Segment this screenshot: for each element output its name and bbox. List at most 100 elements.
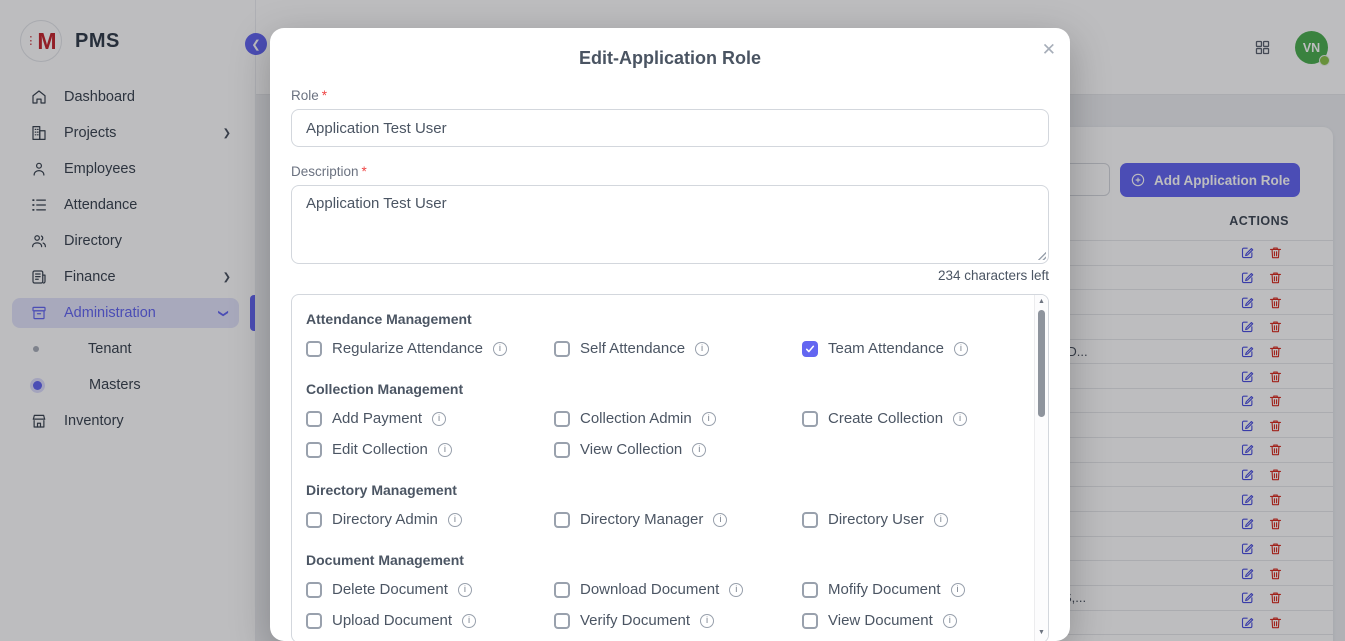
trash-icon[interactable]: [1268, 245, 1283, 260]
trash-icon[interactable]: [1268, 270, 1283, 285]
trash-icon[interactable]: [1268, 418, 1283, 433]
sidebar-subitem-masters[interactable]: Masters: [0, 367, 255, 403]
trash-icon[interactable]: [1268, 492, 1283, 507]
info-icon[interactable]: i: [713, 512, 728, 527]
edit-icon[interactable]: [1240, 590, 1255, 605]
info-icon[interactable]: i: [457, 582, 472, 597]
permission-item-add-payment[interactable]: Add Payment i: [306, 410, 554, 427]
trash-icon[interactable]: [1268, 442, 1283, 457]
sidebar-item-inventory[interactable]: Inventory: [0, 403, 255, 439]
checkbox-unchecked[interactable]: [306, 581, 322, 598]
info-icon[interactable]: i: [492, 341, 507, 356]
trash-icon[interactable]: [1268, 541, 1283, 556]
checkbox-unchecked[interactable]: [306, 511, 322, 528]
info-icon[interactable]: i: [447, 512, 462, 527]
checkbox-unchecked[interactable]: [554, 410, 570, 427]
sidebar-item-dashboard[interactable]: Dashboard: [0, 79, 255, 115]
sidebar-item-directory[interactable]: Directory: [0, 223, 255, 259]
permission-item-collection-admin[interactable]: Collection Admin i: [554, 410, 802, 427]
sidebar-item-administration[interactable]: Administration ❯: [12, 295, 255, 331]
edit-icon[interactable]: [1240, 541, 1255, 556]
edit-icon[interactable]: [1240, 418, 1255, 433]
add-application-role-button[interactable]: Add Application Role: [1120, 163, 1300, 197]
edit-icon[interactable]: [1240, 393, 1255, 408]
permission-item-regularize-attendance[interactable]: Regularize Attendance i: [306, 340, 554, 357]
sidebar-subitem-tenant[interactable]: Tenant: [0, 331, 255, 367]
trash-icon[interactable]: [1268, 467, 1283, 482]
permission-item-delete-document[interactable]: Delete Document i: [306, 581, 554, 598]
info-icon[interactable]: i: [462, 613, 477, 628]
checkbox-unchecked[interactable]: [306, 410, 322, 427]
edit-icon[interactable]: [1240, 615, 1255, 630]
edit-icon[interactable]: [1240, 516, 1255, 531]
info-icon[interactable]: i: [729, 582, 744, 597]
edit-icon[interactable]: [1240, 369, 1255, 384]
info-icon[interactable]: i: [437, 442, 452, 457]
info-icon[interactable]: i: [953, 341, 968, 356]
sidebar-item-finance[interactable]: Finance ❯: [0, 259, 255, 295]
permission-item-directory-admin[interactable]: Directory Admin i: [306, 511, 554, 528]
info-icon[interactable]: i: [953, 411, 968, 426]
checkbox-unchecked[interactable]: [802, 581, 818, 598]
permission-item-verify-document[interactable]: Verify Document i: [554, 612, 802, 629]
checkbox-unchecked[interactable]: [802, 511, 818, 528]
checkbox-unchecked[interactable]: [306, 612, 322, 629]
checkbox-unchecked[interactable]: [802, 410, 818, 427]
trash-icon[interactable]: [1268, 590, 1283, 605]
info-icon[interactable]: i: [942, 613, 957, 628]
trash-icon[interactable]: [1268, 344, 1283, 359]
trash-icon[interactable]: [1268, 566, 1283, 581]
checkbox-unchecked[interactable]: [306, 441, 322, 458]
sidebar-item-employees[interactable]: Employees: [0, 151, 255, 187]
permission-item-create-collection[interactable]: Create Collection i: [802, 410, 1004, 427]
sidebar-collapse-button[interactable]: ❮: [245, 33, 267, 55]
checkbox-unchecked[interactable]: [554, 581, 570, 598]
grid-icon[interactable]: [1254, 39, 1271, 56]
checkbox-unchecked[interactable]: [306, 340, 322, 357]
permission-item-view-document[interactable]: View Document i: [802, 612, 1004, 629]
trash-icon[interactable]: [1268, 393, 1283, 408]
info-icon[interactable]: i: [950, 582, 965, 597]
permission-item-mofify-document[interactable]: Mofify Document i: [802, 581, 1004, 598]
trash-icon[interactable]: [1268, 516, 1283, 531]
info-icon[interactable]: i: [701, 411, 716, 426]
checkbox-unchecked[interactable]: [802, 612, 818, 629]
info-icon[interactable]: i: [692, 442, 707, 457]
permission-item-directory-user[interactable]: Directory User i: [802, 511, 1004, 528]
checkbox-unchecked[interactable]: [554, 441, 570, 458]
permission-item-self-attendance[interactable]: Self Attendance i: [554, 340, 802, 357]
sidebar-item-attendance[interactable]: Attendance: [0, 187, 255, 223]
description-textarea[interactable]: Application Test User: [291, 185, 1049, 264]
panel-scrollbar[interactable]: ▲ ▼: [1034, 295, 1048, 641]
checkbox-unchecked[interactable]: [554, 612, 570, 629]
info-icon[interactable]: i: [432, 411, 447, 426]
edit-icon[interactable]: [1240, 442, 1255, 457]
checkbox-unchecked[interactable]: [554, 511, 570, 528]
sidebar-item-projects[interactable]: Projects ❯: [0, 115, 255, 151]
avatar[interactable]: VN: [1295, 31, 1330, 66]
checkbox-checked[interactable]: [802, 340, 818, 357]
permission-item-team-attendance[interactable]: Team Attendance i: [802, 340, 1004, 357]
resize-handle-icon[interactable]: [1036, 250, 1046, 260]
permission-item-download-document[interactable]: Download Document i: [554, 581, 802, 598]
scroll-down-icon[interactable]: ▼: [1038, 629, 1045, 636]
close-icon[interactable]: ✕: [1040, 38, 1058, 62]
trash-icon[interactable]: [1268, 319, 1283, 334]
checkbox-unchecked[interactable]: [554, 340, 570, 357]
edit-icon[interactable]: [1240, 344, 1255, 359]
edit-icon[interactable]: [1240, 319, 1255, 334]
edit-icon[interactable]: [1240, 467, 1255, 482]
permission-item-upload-document[interactable]: Upload Document i: [306, 612, 554, 629]
permission-item-edit-collection[interactable]: Edit Collection i: [306, 441, 554, 458]
edit-icon[interactable]: [1240, 295, 1255, 310]
scroll-up-icon[interactable]: ▲: [1038, 298, 1045, 305]
scrollbar-thumb[interactable]: [1038, 310, 1045, 417]
edit-icon[interactable]: [1240, 566, 1255, 581]
role-input[interactable]: [291, 109, 1049, 147]
trash-icon[interactable]: [1268, 369, 1283, 384]
info-icon[interactable]: i: [933, 512, 948, 527]
edit-icon[interactable]: [1240, 270, 1255, 285]
trash-icon[interactable]: [1268, 295, 1283, 310]
info-icon[interactable]: i: [695, 341, 710, 356]
permission-item-view-collection[interactable]: View Collection i: [554, 441, 802, 458]
